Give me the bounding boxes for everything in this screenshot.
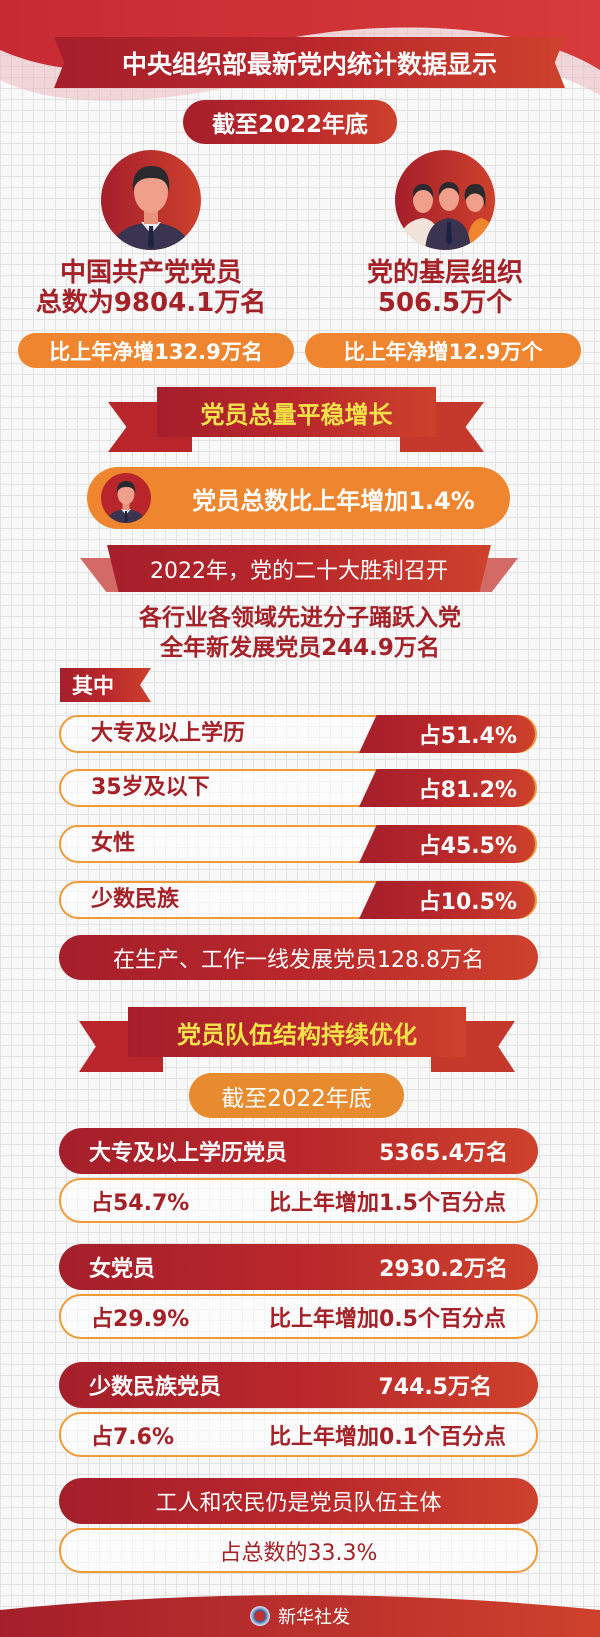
new-members-text: 各行业各领域先进分子踊跃入党 全年新发展党员244.9万名 xyxy=(0,603,600,663)
stat-detail: 占7.6% 比上年增加0.1个百分点 xyxy=(59,1412,538,1457)
group-people-icon xyxy=(395,150,495,250)
stat-share: 占54.7% xyxy=(91,1190,190,1216)
workers-share-text: 占总数的33.3% xyxy=(219,1540,378,1566)
stat-row: 少数民族党员 744.5万名 xyxy=(59,1362,538,1408)
stat-change: 比上年增加0.1个百分点 xyxy=(269,1424,506,1450)
section1-title: 党员总量平稳增长 xyxy=(157,387,436,437)
party-member-avatar-icon xyxy=(101,473,151,523)
orgs-summary: 党的基层组织 506.5万个 xyxy=(300,258,590,318)
breakdown-label: 35岁及以下 xyxy=(91,775,210,800)
members-label: 中国共产党党员 xyxy=(59,258,242,288)
xinhua-logo-icon xyxy=(250,1606,270,1626)
orgs-increase-badge: 比上年净增12.9万个 xyxy=(305,333,581,368)
growth-pill: 党员总数比上年增加1.4% xyxy=(87,467,510,529)
stat-count: 5365.4万名 xyxy=(379,1141,508,1166)
congress-banner: 2022年，党的二十大胜利召开 xyxy=(107,545,491,592)
stat-change: 比上年增加1.5个百分点 xyxy=(269,1190,506,1216)
section1-ribbon: 党员总量平稳增长 xyxy=(108,387,484,453)
frontline-pill: 在生产、工作一线发展党员128.8万名 xyxy=(59,935,538,980)
breakdown-row: 35岁及以下 占81.2% xyxy=(59,769,537,807)
workers-pill: 工人和农民仍是党员队伍主体 xyxy=(59,1478,538,1524)
breakdown-label: 女性 xyxy=(91,831,136,856)
section2-ribbon: 党员队伍结构持续优化 xyxy=(79,1007,515,1072)
breakdown-label: 大专及以上学历 xyxy=(91,721,246,746)
members-summary: 中国共产党党员 总数为9804.1万名 xyxy=(0,258,302,318)
footer-source-text: 新华社发 xyxy=(278,1607,350,1628)
breakdown-label: 少数民族 xyxy=(91,887,180,912)
stat-label: 少数民族党员 xyxy=(89,1375,222,1400)
new-members-line1: 各行业各领域先进分子踊跃入党 xyxy=(139,605,461,631)
party-member-avatar-icon xyxy=(101,150,201,250)
breakdown-value: 占45.5% xyxy=(359,825,535,863)
stat-label: 大专及以上学历党员 xyxy=(89,1141,288,1166)
stat-row: 大专及以上学历党员 5365.4万名 xyxy=(59,1128,538,1174)
orgs-label: 党的基层组织 xyxy=(366,258,523,288)
stat-label: 女党员 xyxy=(89,1257,156,1282)
new-members-line2: 全年新发展党员244.9万名 xyxy=(160,635,440,661)
stat-row: 女党员 2930.2万名 xyxy=(59,1244,538,1290)
section2-title: 党员队伍结构持续优化 xyxy=(128,1007,466,1057)
stat-count: 2930.2万名 xyxy=(379,1257,508,1282)
stat-count: 744.5万名 xyxy=(378,1375,492,1400)
workers-share: 占总数的33.3% xyxy=(59,1528,538,1573)
orgs-total: 506.5万个 xyxy=(377,288,513,318)
among-tag: 其中 xyxy=(60,668,151,702)
stat-share: 占29.9% xyxy=(91,1306,190,1332)
footer-source: 新华社发 xyxy=(0,1602,600,1630)
page-title-banner: 中央组织部最新党内统计数据显示 xyxy=(54,37,565,88)
breakdown-row: 少数民族 占10.5% xyxy=(59,881,537,919)
stat-change: 比上年增加0.5个百分点 xyxy=(269,1306,506,1332)
members-increase-badge: 比上年净增132.9万名 xyxy=(18,333,294,368)
breakdown-value: 占81.2% xyxy=(359,769,535,807)
breakdown-row: 大专及以上学历 占51.4% xyxy=(59,715,537,753)
section2-as-of-badge: 截至2022年底 xyxy=(189,1073,404,1118)
breakdown-row: 女性 占45.5% xyxy=(59,825,537,863)
growth-text: 党员总数比上年增加1.4% xyxy=(192,486,475,515)
footer-banner xyxy=(0,1595,600,1637)
stat-detail: 占29.9% 比上年增加0.5个百分点 xyxy=(59,1294,538,1339)
as-of-badge: 截至2022年底 xyxy=(183,100,397,144)
stat-detail: 占54.7% 比上年增加1.5个百分点 xyxy=(59,1178,538,1223)
breakdown-value: 占10.5% xyxy=(359,881,535,919)
members-total: 总数为9804.1万名 xyxy=(35,288,267,318)
breakdown-value: 占51.4% xyxy=(359,715,535,753)
stat-share: 占7.6% xyxy=(91,1424,175,1450)
